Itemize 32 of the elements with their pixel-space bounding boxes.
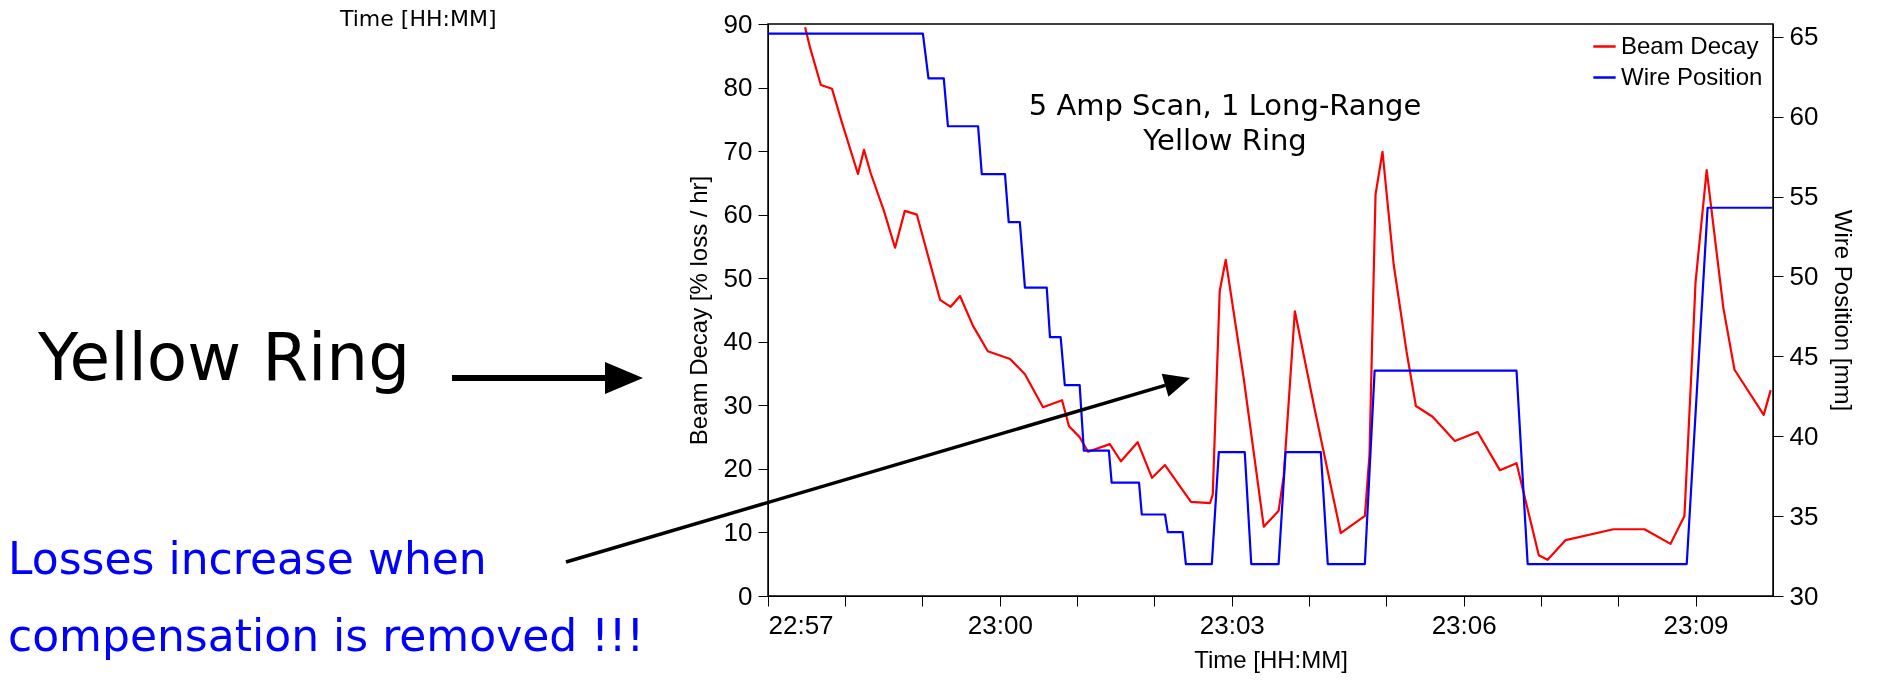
x-axis-title: Time [HH:MM] [1194,645,1348,673]
y2-tick-label: 55 [1789,181,1819,212]
y2-axis-title: Wire Position [mm] [1830,209,1858,412]
y2-tick-label: 50 [1789,260,1819,291]
y-tick-label: 90 [723,8,753,39]
text: Losses increase when compensation is removed !!! [8,532,645,663]
y2-tick-label: 45 [1789,340,1819,371]
y2-tick-label: 30 [1789,580,1819,611]
x-tick-label: 23:03 [1199,609,1265,640]
x-tick-label: 22:57 [768,609,834,640]
y-tick-label: 60 [723,199,753,230]
text: Yellow Ring [38,318,411,398]
y-tick-label: 20 [723,453,753,484]
y-tick-label: 0 [738,580,753,611]
y2-tick-label: 40 [1789,420,1819,451]
x-tick-label: 23:00 [967,609,1033,640]
y-tick-label: 30 [723,389,753,420]
text: Time [HH:MM] [340,6,497,33]
legend-label: Wire Position [1621,62,1763,90]
x-tick-label: 23:09 [1663,609,1729,640]
y2-tick-label: 60 [1789,101,1819,132]
y-tick-label: 80 [723,72,753,103]
annotation: 5 Amp Scan, 1 Long-Range Yellow Ring [1027,88,1423,158]
y-axis-title: Beam Decay [% loss / hr] [684,175,712,446]
y-tick-label: 40 [723,326,753,357]
y2-tick-label: 35 [1789,500,1819,531]
legend-label: Beam Decay [1621,31,1759,59]
y2-tick-label: 65 [1789,21,1819,52]
y-tick-label: 50 [723,262,753,293]
y-tick-label: 70 [723,135,753,166]
x-tick-label: 23:06 [1431,609,1497,640]
y-tick-label: 10 [723,516,753,547]
